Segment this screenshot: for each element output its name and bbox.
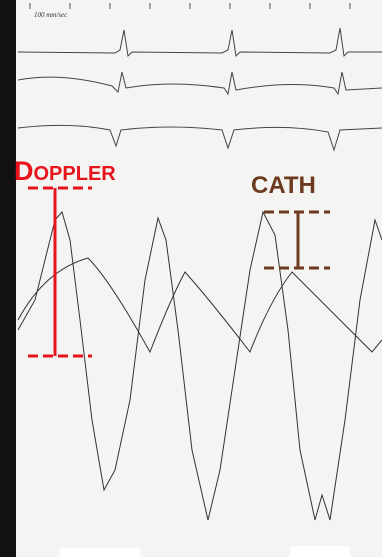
doppler-label: DOPPLER xyxy=(14,156,116,187)
tracing xyxy=(0,0,382,557)
paper xyxy=(16,0,382,557)
cath-label: CATH xyxy=(251,172,316,200)
slide: 100 mm/sec DOPPLER CATH xyxy=(0,0,382,557)
paper-speed: 100 mm/sec xyxy=(34,11,67,19)
